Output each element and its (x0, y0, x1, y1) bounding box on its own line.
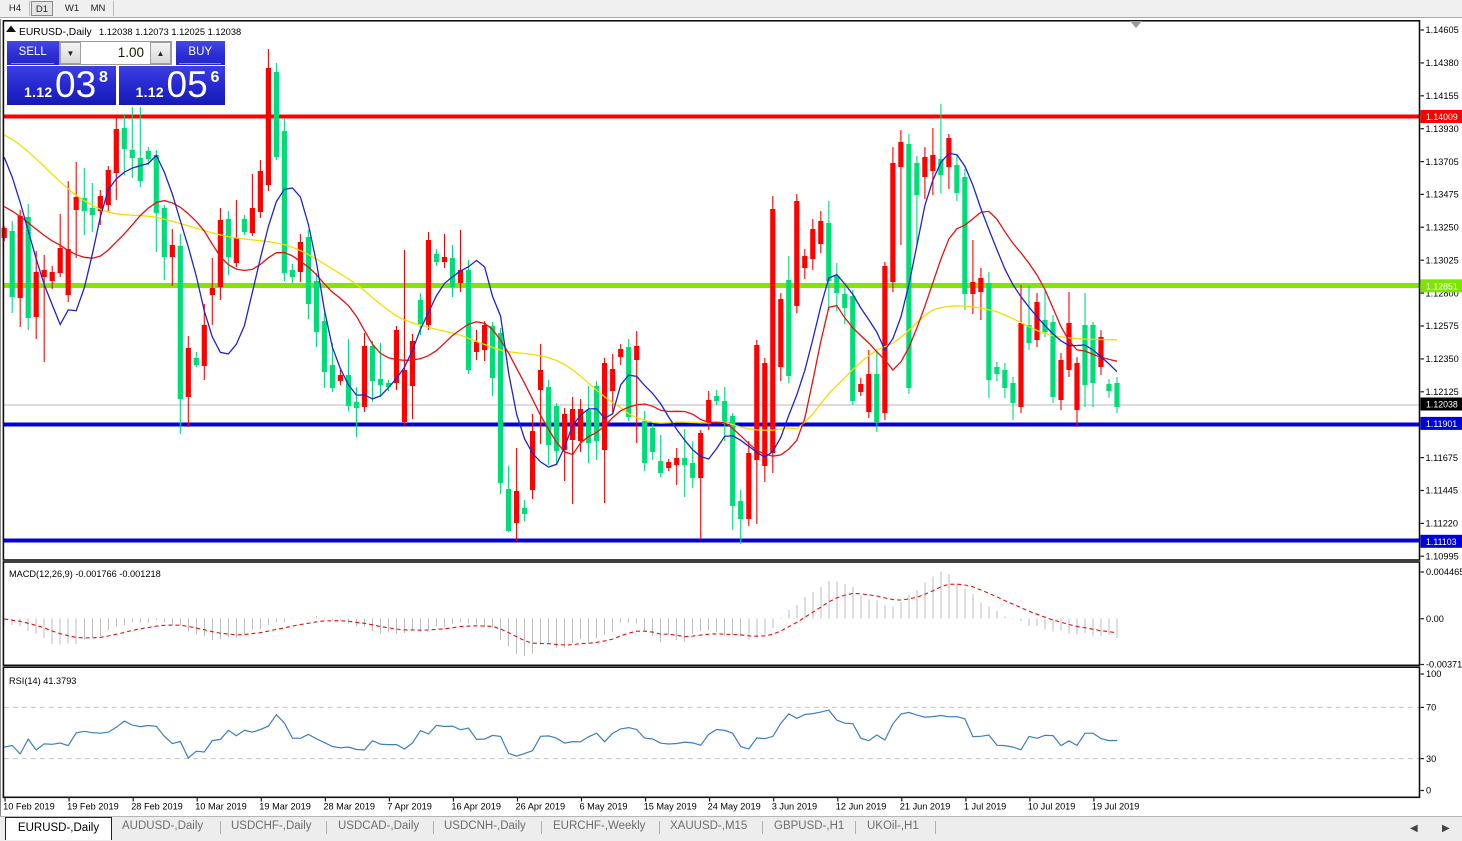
svg-text:12 Jun 2019: 12 Jun 2019 (836, 802, 887, 812)
svg-text:EURUSD-,Daily: EURUSD-,Daily (19, 27, 93, 38)
svg-text:16 Apr 2019: 16 Apr 2019 (451, 802, 501, 812)
svg-text:6 May 2019: 6 May 2019 (580, 802, 628, 812)
svg-text:MACD(12,26,9) -0.001766 -0.001: MACD(12,26,9) -0.001766 -0.001218 (9, 569, 161, 579)
svg-text:1.14380: 1.14380 (1426, 58, 1459, 68)
svg-text:1.14009: 1.14009 (1426, 112, 1458, 122)
svg-text:70: 70 (1426, 703, 1436, 713)
svg-text:10 Feb 2019: 10 Feb 2019 (3, 802, 55, 812)
svg-text:RSI(14) 41.3793: RSI(14) 41.3793 (9, 676, 76, 686)
svg-text:15 May 2019: 15 May 2019 (644, 802, 697, 812)
svg-text:1.11220: 1.11220 (1426, 519, 1459, 529)
svg-text:1.12851: 1.12851 (1426, 281, 1458, 291)
svg-text:1.13930: 1.13930 (1426, 124, 1459, 134)
svg-text:1.14155: 1.14155 (1426, 91, 1459, 101)
svg-text:100: 100 (1426, 669, 1441, 679)
svg-text:19 Jul 2019: 19 Jul 2019 (1092, 802, 1140, 812)
svg-text:10 Mar 2019: 10 Mar 2019 (195, 802, 247, 812)
svg-text:30: 30 (1426, 754, 1436, 764)
svg-text:3 Jun 2019: 3 Jun 2019 (772, 802, 817, 812)
svg-text:1.12125: 1.12125 (1426, 387, 1459, 397)
svg-text:19 Feb 2019: 19 Feb 2019 (67, 802, 119, 812)
svg-text:1.12038: 1.12038 (1426, 400, 1458, 410)
svg-text:0: 0 (1426, 786, 1431, 796)
svg-text:1.13025: 1.13025 (1426, 255, 1459, 265)
svg-text:1.13250: 1.13250 (1426, 223, 1459, 233)
svg-text:7 Apr 2019: 7 Apr 2019 (387, 802, 431, 812)
svg-text:1 Jul 2019: 1 Jul 2019 (964, 802, 1006, 812)
svg-text:28 Mar 2019: 28 Mar 2019 (323, 802, 375, 812)
svg-text:28 Feb 2019: 28 Feb 2019 (131, 802, 183, 812)
svg-text:-0.003715: -0.003715 (1426, 660, 1462, 670)
svg-text:1.13705: 1.13705 (1426, 157, 1459, 167)
svg-text:24 May 2019: 24 May 2019 (708, 802, 761, 812)
svg-text:1.11675: 1.11675 (1426, 453, 1459, 463)
svg-text:0.004465: 0.004465 (1426, 567, 1462, 577)
svg-text:1.10995: 1.10995 (1426, 551, 1459, 561)
svg-text:1.11103: 1.11103 (1426, 537, 1457, 547)
svg-text:1.11445: 1.11445 (1426, 486, 1459, 496)
svg-text:1.12350: 1.12350 (1426, 354, 1459, 364)
svg-text:21 Jun 2019: 21 Jun 2019 (900, 802, 951, 812)
svg-text:1.12575: 1.12575 (1426, 321, 1459, 331)
svg-text:19 Mar 2019: 19 Mar 2019 (259, 802, 311, 812)
svg-text:1.14605: 1.14605 (1426, 25, 1459, 35)
svg-text:1.11901: 1.11901 (1426, 419, 1457, 429)
svg-text:26 Apr 2019: 26 Apr 2019 (516, 802, 566, 812)
svg-text:1.13475: 1.13475 (1426, 190, 1459, 200)
svg-text:1.12800: 1.12800 (1426, 288, 1459, 298)
svg-text:0.00: 0.00 (1426, 614, 1444, 624)
svg-text:1.12038 1.12073 1.12025 1.1203: 1.12038 1.12073 1.12025 1.12038 (99, 27, 241, 37)
svg-text:10 Jul 2019: 10 Jul 2019 (1028, 802, 1076, 812)
